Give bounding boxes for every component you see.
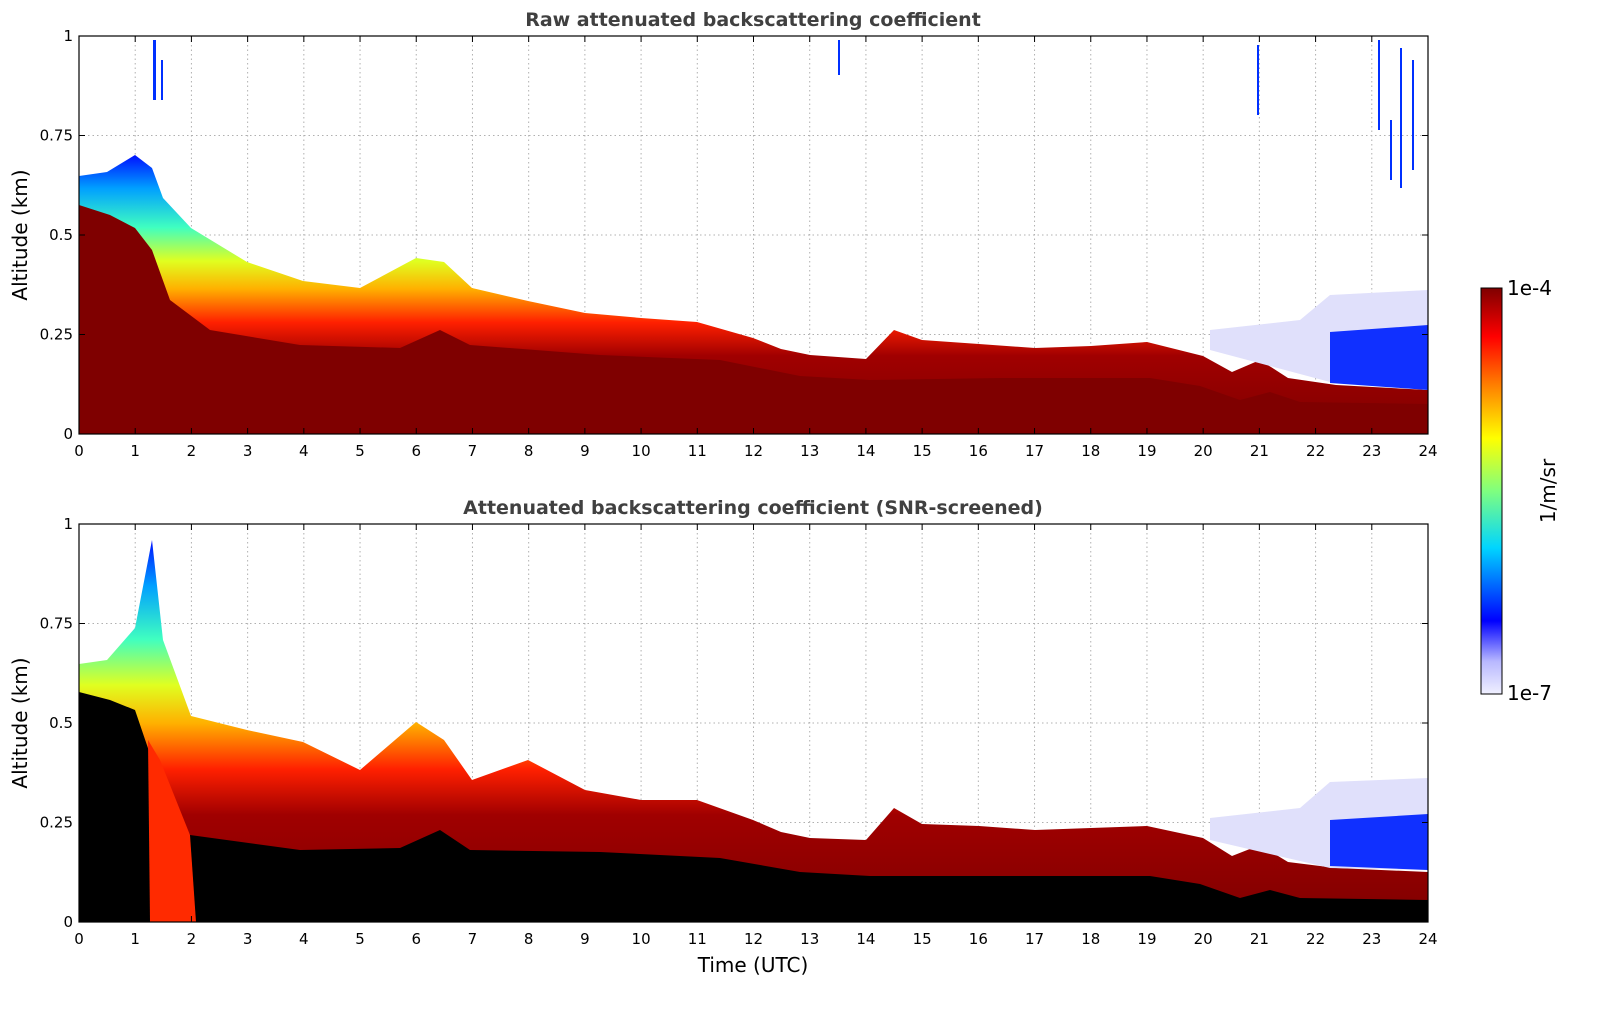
raw-xtick-label-18: 18 — [1081, 442, 1100, 460]
screened-xtick-label-16: 16 — [969, 930, 988, 948]
screened-xtick-label-6: 6 — [411, 930, 421, 948]
raw-panel-title: Raw attenuated backscattering coefficien… — [525, 9, 981, 31]
raw-x-ticks: 0 1 2 3 4 5 6 7 8 9 10 11 12 13 14 15 16 17 18 19 20 21 22 23 24 — [74, 36, 1438, 460]
raw-ytick-label-0.25: 0.25 — [40, 326, 73, 344]
screened-xtick-label-14: 14 — [856, 930, 875, 948]
raw-xtick-label-2: 2 — [187, 442, 197, 460]
screened-xtick-label-10: 10 — [632, 930, 651, 948]
raw-xtick-label-12: 12 — [744, 442, 763, 460]
raw-ytick-label-0.75: 0.75 — [40, 127, 73, 145]
raw-xtick-label-11: 11 — [688, 442, 707, 460]
screened-xtick-label-15: 15 — [913, 930, 932, 948]
screened-red-shear — [148, 740, 196, 922]
screened-xtick-label-11: 11 — [688, 930, 707, 948]
raw-ytick-label-0.5: 0.5 — [49, 226, 73, 244]
raw-xtick-label-19: 19 — [1137, 442, 1156, 460]
screened-x-ticks: 0 1 2 3 4 5 6 7 8 9 10 11 12 13 14 15 16 17 18 19 20 21 22 23 24 — [74, 524, 1438, 948]
x-axis-label: Time (UTC) — [697, 953, 809, 977]
colorbar: 1e-4 1e-7 1/m/sr — [1480, 276, 1560, 705]
screened-blue-right — [1330, 814, 1428, 870]
raw-xtick-label-1: 1 — [130, 442, 140, 460]
raw-y-axis-label: Altitude (km) — [8, 169, 32, 300]
raw-xtick-label-5: 5 — [355, 442, 365, 460]
raw-heatmap — [79, 40, 1428, 434]
screened-xtick-label-4: 4 — [299, 930, 309, 948]
screened-xtick-label-22: 22 — [1306, 930, 1325, 948]
raw-xtick-label-10: 10 — [632, 442, 651, 460]
screened-heatmap — [79, 540, 1428, 922]
screened-xtick-label-12: 12 — [744, 930, 763, 948]
raw-xtick-label-8: 8 — [524, 442, 534, 460]
colorbar-gradient — [1480, 287, 1503, 695]
raw-xtick-label-4: 4 — [299, 442, 309, 460]
raw-xtick-label-20: 20 — [1194, 442, 1213, 460]
screened-xtick-label-5: 5 — [355, 930, 365, 948]
screened-xtick-label-1: 1 — [130, 930, 140, 948]
raw-xtick-label-0: 0 — [74, 442, 84, 460]
screened-xtick-label-19: 19 — [1137, 930, 1156, 948]
raw-xtick-label-21: 21 — [1250, 442, 1269, 460]
raw-xtick-label-7: 7 — [468, 442, 478, 460]
raw-dark-core — [79, 205, 1428, 434]
screened-ytick-label-1: 1 — [63, 515, 73, 533]
screened-xtick-label-3: 3 — [243, 930, 253, 948]
raw-xtick-label-23: 23 — [1362, 442, 1381, 460]
raw-xtick-label-13: 13 — [800, 442, 819, 460]
screened-xtick-label-24: 24 — [1418, 930, 1437, 948]
screened-backscatter-panel: Attenuated backscattering coefficient (S… — [8, 497, 1438, 977]
colorbar-unit-label: 1/m/sr — [1536, 458, 1560, 523]
screened-ytick-label-0.75: 0.75 — [40, 615, 73, 633]
raw-y-ticks: 0 0.25 0.5 0.75 1 — [40, 27, 1428, 443]
screened-y-ticks: 0 0.25 0.5 0.75 1 — [40, 515, 1428, 931]
raw-backscatter-panel: Raw attenuated backscattering coefficien… — [8, 9, 1438, 460]
screened-xtick-label-18: 18 — [1081, 930, 1100, 948]
colorbar-min-label: 1e-7 — [1507, 681, 1552, 705]
raw-xtick-label-6: 6 — [411, 442, 421, 460]
screened-xtick-label-23: 23 — [1362, 930, 1381, 948]
raw-xtick-label-3: 3 — [243, 442, 253, 460]
raw-xtick-label-17: 17 — [1025, 442, 1044, 460]
screened-xtick-label-13: 13 — [800, 930, 819, 948]
colorbar-max-label: 1e-4 — [1507, 276, 1552, 300]
screened-ytick-label-0: 0 — [63, 913, 73, 931]
raw-xtick-label-22: 22 — [1306, 442, 1325, 460]
screened-xtick-label-0: 0 — [74, 930, 84, 948]
raw-xtick-label-24: 24 — [1418, 442, 1437, 460]
screened-panel-title: Attenuated backscattering coefficient (S… — [463, 497, 1043, 519]
raw-blue-right — [1330, 325, 1428, 390]
screened-xtick-label-21: 21 — [1250, 930, 1269, 948]
raw-xtick-label-9: 9 — [580, 442, 590, 460]
screened-xtick-label-2: 2 — [187, 930, 197, 948]
raw-xtick-label-14: 14 — [856, 442, 875, 460]
screened-xtick-label-17: 17 — [1025, 930, 1044, 948]
screened-xtick-label-20: 20 — [1194, 930, 1213, 948]
raw-ytick-label-0: 0 — [63, 425, 73, 443]
raw-ytick-label-1: 1 — [63, 27, 73, 45]
raw-xtick-label-15: 15 — [913, 442, 932, 460]
screened-ytick-label-0.5: 0.5 — [49, 714, 73, 732]
raw-noise-specks — [153, 40, 1414, 188]
screened-xtick-label-9: 9 — [580, 930, 590, 948]
screened-xtick-label-8: 8 — [524, 930, 534, 948]
screened-y-axis-label: Altitude (km) — [8, 657, 32, 788]
screened-xtick-label-7: 7 — [468, 930, 478, 948]
screened-boundary-layer-band — [79, 540, 1428, 922]
screened-black-core — [79, 692, 1428, 922]
raw-xtick-label-16: 16 — [969, 442, 988, 460]
screened-ytick-label-0.25: 0.25 — [40, 814, 73, 832]
